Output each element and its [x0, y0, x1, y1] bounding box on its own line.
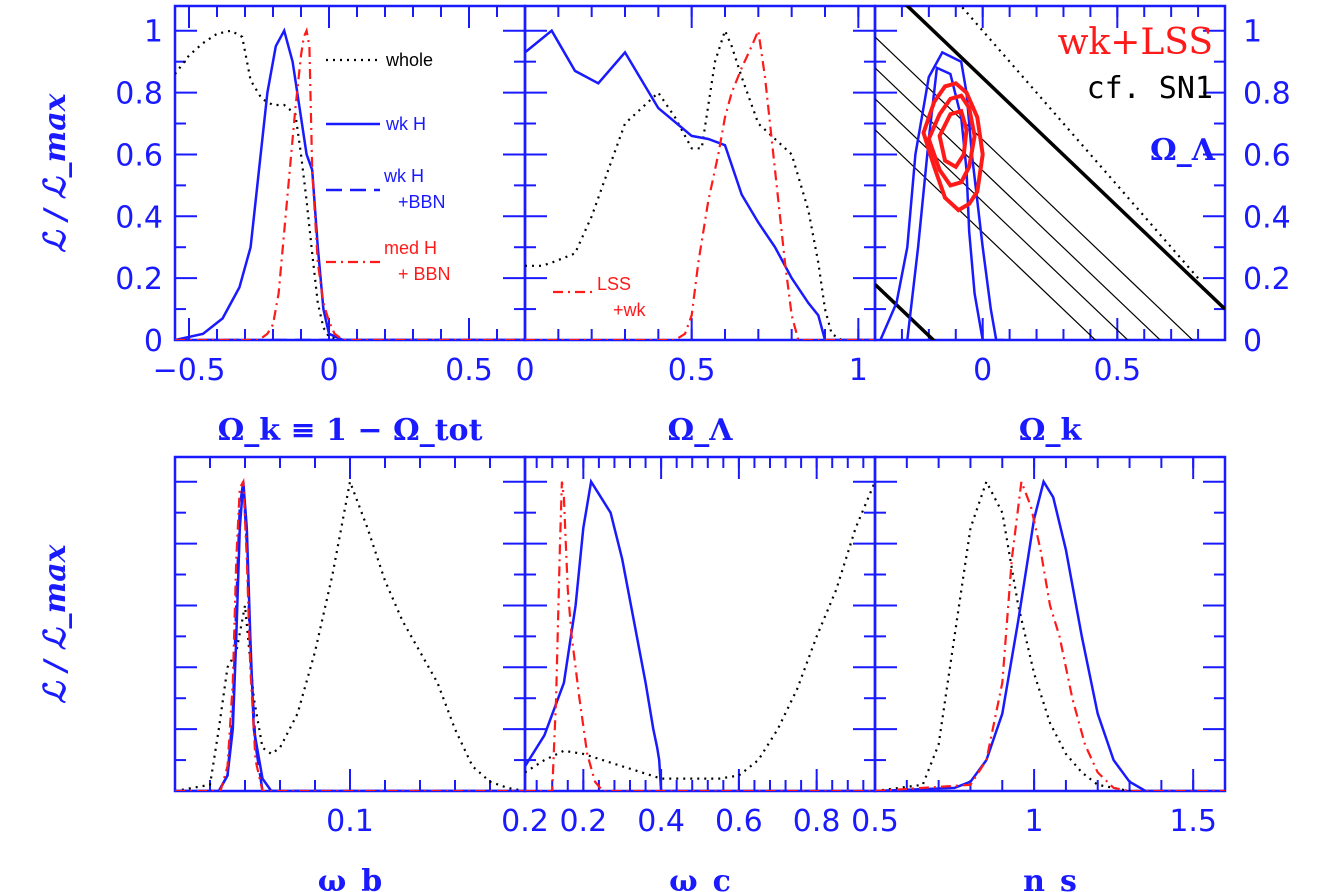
y-tick-label: 1: [144, 15, 163, 50]
x-axis-label: n_s: [1023, 864, 1077, 892]
plot-area: [175, 27, 525, 340]
y-tick-label: 1: [1243, 15, 1262, 50]
red-contour-1: [926, 93, 977, 188]
blue-contour-0: [879, 50, 1005, 340]
panel-title-line-2: cf. SN1: [1087, 71, 1213, 106]
sn1-line: [875, 129, 1097, 340]
x-tick-label: 0.2: [501, 804, 549, 839]
series-line-3: [175, 27, 525, 340]
series-line-0: [175, 29, 525, 340]
series-line-2: [525, 481, 875, 791]
x-axis-label: Ω_k ≡ 1 − Ω_tot: [218, 413, 483, 448]
panel-bottom-left: 0.1 0.2 ω_b ℒ / ℒ_max: [38, 455, 549, 892]
legend-label: wk H: [385, 114, 426, 134]
series-line-0: [875, 478, 1225, 791]
series-line-1: [525, 28, 875, 340]
sn1-line: [875, 283, 936, 340]
flat-line: [959, 6, 1199, 279]
plot-area: [875, 478, 1225, 791]
series-line-1: [175, 27, 525, 340]
x-tick-label: 0.6: [715, 804, 763, 839]
legend-label: +BBN: [398, 192, 446, 212]
red-contour-0: [921, 81, 985, 213]
panel-frame: [173, 4, 527, 342]
panel-frame: [873, 455, 1227, 793]
y-axis-label: Ω_Λ: [1150, 133, 1216, 168]
y-tick-label: 0.6: [1243, 138, 1291, 173]
y-tick-label: 0: [144, 324, 163, 359]
x-tick-label: 0.5: [668, 353, 716, 388]
x-tick-label: 0: [973, 353, 992, 388]
x-axis-label: Ω_Λ: [668, 413, 734, 448]
x-tick-label: 0.2: [559, 804, 607, 839]
x-tick-label: 0.4: [637, 804, 685, 839]
x-axis-label: ω_c: [669, 864, 731, 892]
y-tick-label: 0.8: [1243, 77, 1291, 112]
red-contour-2: [937, 108, 969, 170]
series-line-0: [175, 477, 525, 791]
y-tick-label: 0: [1243, 324, 1262, 359]
panel-frame: [173, 455, 527, 793]
series-line-1: [525, 478, 875, 791]
series-line-3: [175, 477, 525, 791]
panel-top-right: 0 0.2 0.4 0.6 0.8 1 0 0.5 Ω_k Ω_Λ wk+LSS cf. SN1: [873, 4, 1291, 448]
legend-label: wk H: [383, 166, 424, 186]
panel-bottom-middle: 0.2 0.4 0.6 0.8 ω_c: [523, 455, 877, 892]
x-tick-label: 0.1: [326, 804, 374, 839]
plot-area: [525, 478, 875, 791]
x-axis-label: Ω_k: [1019, 413, 1083, 448]
y-tick-label: 0.6: [115, 138, 163, 173]
panel-bottom-right: 0.5 1 1.5 n_s: [851, 455, 1227, 892]
series-line-1: [875, 478, 1225, 791]
x-tick-label: 0: [319, 353, 338, 388]
panel-frame: [873, 4, 1227, 342]
series-line-2: [525, 26, 875, 340]
annotation-text: +wk: [613, 300, 647, 320]
series-line-2: [875, 481, 1225, 791]
y-tick-label: 0.4: [115, 200, 163, 235]
x-tick-label: 0.5: [445, 353, 493, 388]
panel-title-line-1: wk+LSS: [1058, 22, 1213, 63]
series-line-1: [175, 481, 525, 791]
series-line-0: [525, 27, 875, 340]
annotation-text: LSS: [597, 274, 631, 294]
y-tick-label: 0.4: [1243, 200, 1291, 235]
series-line-0: [525, 481, 875, 780]
y-tick-label: 0.2: [115, 262, 163, 297]
x-tick-label: −0.5: [153, 353, 226, 388]
sn1-line: [875, 67, 1162, 340]
y-tick-label: 0.2: [1243, 262, 1291, 297]
sn1-line: [904, 6, 1225, 311]
plot-area: [175, 477, 525, 791]
plot-area: [875, 6, 1225, 340]
legend-label: med H: [384, 238, 437, 258]
plot-area: [525, 26, 875, 340]
y-axis-label: ℒ / ℒ_max: [38, 543, 73, 703]
legend-label: whole: [385, 50, 433, 70]
x-tick-label: 1.5: [1169, 804, 1217, 839]
x-axis-label: ω_b: [318, 864, 383, 892]
x-tick-label: 1: [849, 353, 868, 388]
x-tick-label: 0.8: [793, 804, 841, 839]
x-tick-label: 0.5: [851, 804, 899, 839]
x-tick-label: 0: [515, 353, 534, 388]
x-tick-label: 0.5: [1093, 353, 1141, 388]
y-tick-label: 0.8: [115, 77, 163, 112]
y-axis-label: ℒ / ℒ_max: [38, 92, 73, 252]
x-tick-label: 1: [1025, 804, 1044, 839]
series-line-2: [175, 481, 525, 791]
legend-label: + BBN: [398, 264, 451, 284]
panel-top-middle: 0 0.5 1 Ω_Λ LSS +wk: [515, 4, 877, 448]
legend: whole wk H wk H +BBN med H + BBN: [326, 50, 451, 284]
